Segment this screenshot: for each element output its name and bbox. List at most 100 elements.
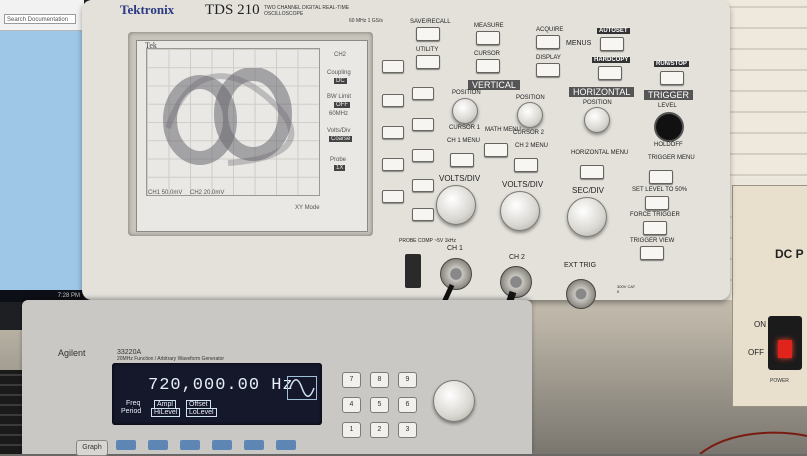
screen-bw-limit-value: OFF — [334, 102, 350, 108]
lissajous-trace — [163, 68, 295, 166]
ch1-position-knob[interactable] — [452, 98, 478, 124]
bezel-button-5[interactable] — [412, 208, 434, 221]
fg-frequency-readout: 720,000.00 Hz — [148, 376, 294, 395]
force-trigger-label: FORCE TRIGGER — [630, 212, 680, 218]
utility-label: UTILITY — [416, 47, 439, 53]
laptop-screen: Search Documentation 7:28 PM — [0, 0, 84, 302]
fg-key-7[interactable]: 7 — [342, 372, 361, 388]
fg-key-6[interactable]: 6 — [398, 397, 417, 413]
ch2-bnc-connector[interactable] — [500, 266, 532, 298]
laptop-keyboard — [0, 370, 22, 454]
fg-key-3[interactable]: 3 — [398, 422, 417, 438]
ext-trig-connector[interactable] — [566, 279, 596, 309]
trace-sweep — [165, 73, 295, 166]
fg-key-8[interactable]: 8 — [370, 372, 389, 388]
option-button-3[interactable] — [382, 126, 404, 139]
fg-rotary-knob[interactable] — [433, 380, 475, 422]
trigger-level-knob[interactable] — [654, 112, 684, 142]
laptop-taskbar: 7:28 PM — [0, 290, 84, 302]
power-switch-lamp — [778, 340, 792, 358]
sec-div-knob[interactable] — [567, 197, 607, 237]
vertical-section-title: VERTICAL — [468, 80, 520, 90]
math-menu-label: MATH MENU — [485, 127, 521, 133]
cursor-button[interactable] — [476, 59, 500, 73]
display-label: DISPLAY — [536, 55, 561, 61]
fg-softkey-button-3[interactable] — [180, 440, 200, 450]
power-caption: POWER — [770, 378, 789, 384]
horizontal-position-knob[interactable] — [584, 107, 610, 133]
option-button-4[interactable] — [382, 158, 404, 171]
option-button-5[interactable] — [382, 190, 404, 203]
probe-comp-terminal[interactable] — [405, 254, 421, 288]
screen-volts-div-value: Coarse — [329, 136, 353, 142]
fg-brand: Agilent — [58, 348, 86, 358]
bezel-button-2[interactable] — [412, 118, 434, 131]
holdoff-label: HOLDOFF — [654, 142, 683, 148]
fg-softkey-button-5[interactable] — [244, 440, 264, 450]
utility-button[interactable] — [416, 55, 440, 69]
hardcopy-button[interactable] — [598, 66, 622, 80]
ch2-position-label: POSITION — [516, 95, 545, 101]
option-button-2[interactable] — [382, 94, 404, 107]
ch2-position-knob[interactable] — [517, 102, 543, 128]
cursor-label: CURSOR — [474, 51, 501, 57]
fg-softkey-button-6[interactable] — [276, 440, 296, 450]
fg-softkey-period: Period — [121, 408, 142, 415]
ch2-menu-label: CH 2 MENU — [515, 143, 549, 149]
fg-softkey-lolevel: LoLevel — [186, 408, 217, 417]
fg-key-4[interactable]: 4 — [342, 397, 361, 413]
measure-button[interactable] — [476, 31, 500, 45]
ch2-volts-div-label: VOLTS/DIV — [502, 180, 544, 189]
scope-model: TDS 210 — [205, 2, 260, 18]
bezel-button-1[interactable] — [412, 87, 434, 100]
force-trigger-button[interactable] — [643, 221, 667, 235]
set-level-button[interactable] — [645, 196, 669, 210]
power-supply-label: DC P — [775, 247, 804, 261]
save-recall-label: SAVE/RECALL — [410, 19, 451, 25]
run-stop-label: RUN/STOP — [654, 61, 689, 67]
trigger-level-label: LEVEL — [658, 103, 677, 109]
fg-key-5[interactable]: 5 — [370, 397, 389, 413]
fg-softkey-button-2[interactable] — [148, 440, 168, 450]
horizontal-position-label: POSITION — [583, 100, 612, 106]
measure-label: MEASURE — [474, 23, 504, 29]
screen-probe-value: 1X — [334, 165, 346, 171]
ch1-menu-button[interactable] — [450, 153, 474, 167]
bezel-button-4[interactable] — [412, 179, 434, 192]
scope-spec: 60 MHz 1 GS/s — [349, 18, 383, 24]
screen-menu-title: CH2 — [334, 52, 347, 58]
display-button[interactable] — [536, 63, 560, 77]
laptop-search-field[interactable]: Search Documentation — [4, 14, 76, 24]
ch1-bnc-connector[interactable] — [440, 258, 472, 290]
laptop: Search Documentation 7:28 PM — [0, 0, 90, 330]
fg-key-2[interactable]: 2 — [370, 422, 389, 438]
scope-brand: Tektronix — [120, 2, 175, 17]
screen-coupling-value: DC — [334, 78, 347, 84]
fg-softkey-button-4[interactable] — [212, 440, 232, 450]
horizontal-menu-button[interactable] — [580, 165, 604, 179]
fg-key-1[interactable]: 1 — [342, 422, 361, 438]
screen-bw-limit-freq: 60MHz — [329, 111, 349, 117]
save-recall-button[interactable] — [416, 27, 440, 41]
fg-key-9[interactable]: 9 — [398, 372, 417, 388]
fg-softkey-button-1[interactable] — [116, 440, 136, 450]
ch2-menu-button[interactable] — [514, 158, 538, 172]
math-menu-button[interactable] — [484, 143, 508, 157]
bezel-button-3[interactable] — [412, 149, 434, 162]
trigger-menu-button[interactable] — [649, 170, 673, 184]
trigger-view-button[interactable] — [640, 246, 664, 260]
option-button-1[interactable] — [382, 60, 404, 73]
menus-label: MENUS — [566, 40, 592, 47]
power-on-label: ON — [754, 320, 766, 329]
autoset-button[interactable] — [600, 37, 624, 51]
screen-probe-label: Probe — [330, 157, 347, 163]
red-lead — [699, 431, 807, 454]
fg-softkey-hilevel: HiLevel — [151, 408, 181, 417]
ch2-volts-div-knob[interactable] — [500, 191, 540, 231]
power-off-label: OFF — [748, 348, 764, 357]
cursor1-label: CURSOR 1 — [449, 125, 481, 131]
run-stop-button[interactable] — [660, 71, 684, 85]
acquire-button[interactable] — [536, 35, 560, 49]
ch1-volts-div-knob[interactable] — [436, 185, 476, 225]
screen-ch2-scale: CH2 20.0mV — [190, 190, 225, 196]
